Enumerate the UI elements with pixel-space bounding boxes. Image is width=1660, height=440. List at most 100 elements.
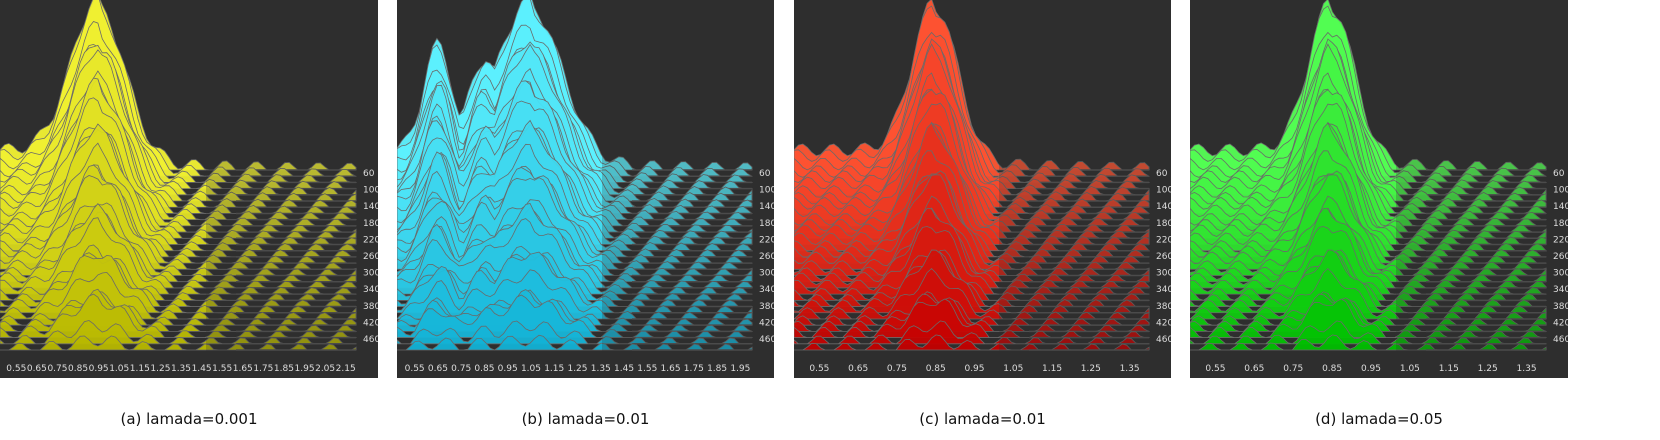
chart-panel-b: 60 100 140 180 220 260 300 340 380 420 460 0.55 0.65… — [397, 0, 774, 400]
x-tick-label: 0.85 — [926, 364, 946, 374]
y-tick-label: 60 — [1156, 169, 1168, 179]
ridgeline-chart-b: 60 100 140 180 220 260 300 340 380 420 460 0.55 0.65… — [397, 0, 774, 378]
ridgeline-chart-a: 60 100 140 180 220 260 300 340 380 420 460 0.55 0.65… — [0, 0, 378, 378]
y-tick-label: 380 — [759, 302, 774, 312]
x-tick-label: 0.85 — [68, 364, 88, 374]
x-tick-label: 1.95 — [730, 364, 750, 374]
x-tick-label: 0.95 — [1361, 364, 1381, 374]
x-tick-label: 1.65 — [233, 364, 253, 374]
ridge-series — [1190, 249, 1547, 314]
ridge-series — [794, 43, 1150, 202]
y-tick-label: 100 — [363, 186, 378, 196]
y-tick-label: 420 — [1156, 318, 1171, 328]
ridge-series — [397, 334, 753, 351]
x-tick-label: 0.95 — [964, 364, 984, 374]
y-tick-label: 100 — [759, 186, 774, 196]
x-tick-label: 1.15 — [1439, 364, 1459, 374]
x-tick-label: 1.35 — [1517, 364, 1537, 374]
x-tick-label: 1.85 — [274, 364, 294, 374]
x-tick-label: 1.75 — [253, 364, 273, 374]
caption-d: (d) lamada=0.05 — [1315, 410, 1443, 428]
y-tick-label: 260 — [1553, 252, 1568, 262]
ridge-series — [1190, 298, 1547, 339]
x-tick-label: 1.25 — [150, 364, 170, 374]
ridge-series — [1190, 252, 1547, 308]
x-tick-label: 1.95 — [295, 364, 315, 374]
y-tick-label: 460 — [363, 335, 378, 345]
x-tick-label: 0.75 — [451, 364, 471, 374]
x-tick-label: 1.05 — [109, 364, 129, 374]
ridges — [397, 0, 753, 351]
x-tick-label: 1.25 — [567, 364, 587, 374]
x-tick-label: 1.45 — [192, 364, 212, 374]
y-tick-label: 340 — [759, 285, 774, 295]
ridge-series — [397, 320, 753, 345]
x-tick-label: 0.55 — [809, 364, 829, 374]
x-tick-label: 1.05 — [1400, 364, 1420, 374]
x-tick-label: 1.25 — [1478, 364, 1498, 374]
x-tick-label: 1.05 — [1003, 364, 1023, 374]
x-tick-label: 0.55 — [6, 364, 26, 374]
tail-fade — [1396, 0, 1546, 356]
x-tick-label: 0.75 — [887, 364, 907, 374]
ridges — [1190, 0, 1547, 351]
y-tick-label: 100 — [1553, 186, 1568, 196]
x-tick-label: 1.35 — [1120, 364, 1140, 374]
x-tick-label: 1.35 — [591, 364, 611, 374]
x-tick-label: 0.65 — [428, 364, 448, 374]
y-tick-label: 180 — [1553, 219, 1568, 229]
y-tick-label: 380 — [1156, 302, 1171, 312]
x-tick-label: 0.75 — [1283, 364, 1303, 374]
x-tick-label: 0.65 — [848, 364, 868, 374]
y-tick-label: 340 — [1156, 285, 1171, 295]
x-tick-label: 1.15 — [130, 364, 150, 374]
y-tick-label: 220 — [1156, 235, 1171, 245]
ridge-series — [794, 298, 1150, 339]
x-tick-label: 0.95 — [498, 364, 518, 374]
y-tick-label: 260 — [1156, 252, 1171, 262]
y-tick-label: 300 — [363, 269, 378, 279]
ridge-series — [794, 249, 1150, 314]
y-tick-label: 460 — [1156, 335, 1171, 345]
ridge-series — [1190, 320, 1547, 345]
y-tick-label: 460 — [759, 335, 774, 345]
x-tick-label: 0.75 — [47, 364, 67, 374]
y-tick-label: 380 — [363, 302, 378, 312]
ridge-series — [1190, 334, 1547, 351]
x-tick-label: 1.65 — [661, 364, 681, 374]
ridge-series — [794, 249, 1150, 301]
chart-panel-c: 60 100 140 180 220 260 300 340 380 420 460 0.55 0.65… — [794, 0, 1171, 400]
y-tick-label: 300 — [1553, 269, 1568, 279]
y-tick-label: 460 — [1553, 335, 1568, 345]
ridge-series — [794, 252, 1150, 308]
y-tick-label: 420 — [759, 318, 774, 328]
y-tick-label: 100 — [1156, 186, 1171, 196]
caption-c: (c) lamada=0.01 — [919, 410, 1046, 428]
x-tick-label: 0.85 — [1322, 364, 1342, 374]
x-tick-label: 0.95 — [89, 364, 109, 374]
y-tick-label: 220 — [1553, 235, 1568, 245]
x-tick-label: 0.65 — [27, 364, 47, 374]
x-tick-label: 1.55 — [637, 364, 657, 374]
x-tick-label: 1.15 — [1042, 364, 1062, 374]
x-tick-label: 1.85 — [707, 364, 727, 374]
y-tick-label: 420 — [1553, 318, 1568, 328]
y-tick-label: 140 — [759, 202, 774, 212]
caption-b: (b) lamada=0.01 — [521, 410, 650, 428]
caption-a: (a) lamada=0.001 — [120, 410, 258, 428]
ridge-series — [1190, 43, 1547, 202]
tail-fade — [602, 0, 752, 356]
x-tick-label: 2.05 — [315, 364, 335, 374]
y-tick-label: 380 — [1553, 302, 1568, 312]
y-tick-label: 140 — [363, 202, 378, 212]
ridges — [0, 0, 357, 351]
ridge-series — [794, 320, 1150, 345]
chart-panel-a: 60 100 140 180 220 260 300 340 380 420 460 0.55 0.65… — [0, 0, 378, 400]
ridges — [794, 0, 1150, 351]
y-tick-label: 220 — [759, 235, 774, 245]
ridge-series — [0, 335, 357, 351]
y-tick-label: 180 — [1156, 219, 1171, 229]
ridge-series — [1190, 249, 1547, 301]
y-tick-label: 180 — [363, 219, 378, 229]
x-tick-label: 0.85 — [474, 364, 494, 374]
